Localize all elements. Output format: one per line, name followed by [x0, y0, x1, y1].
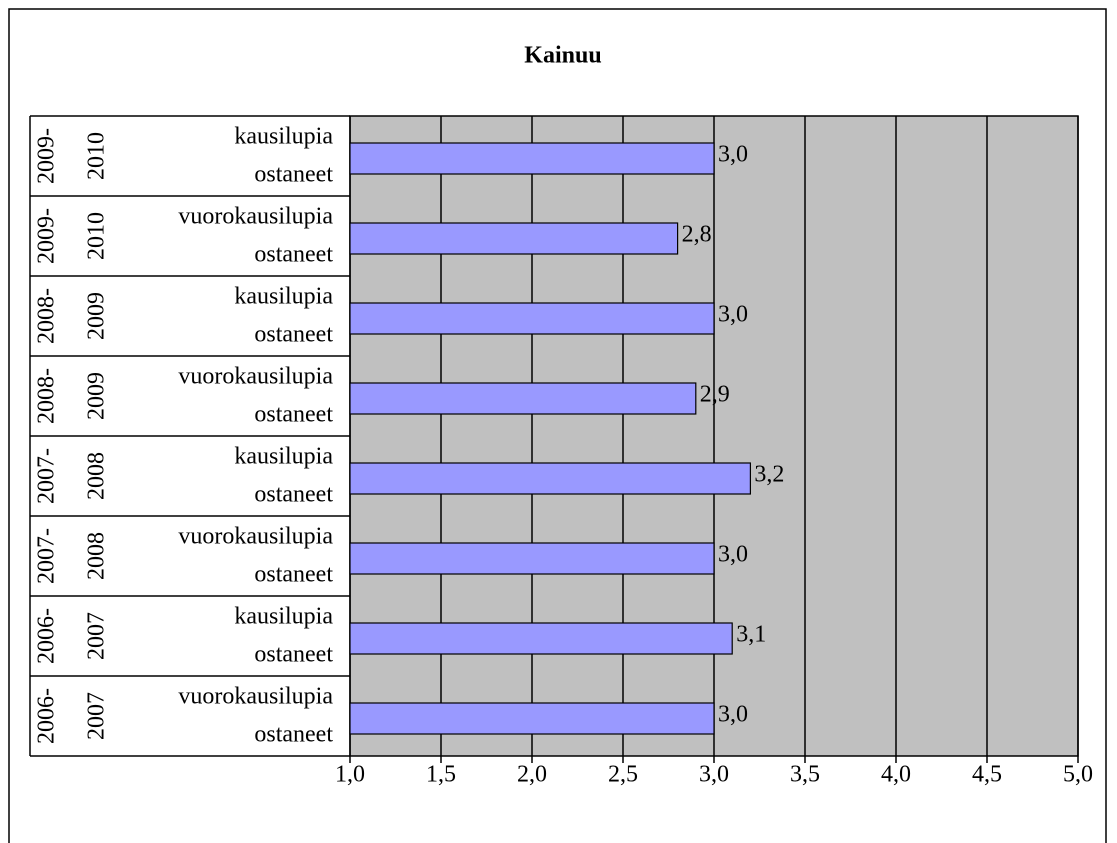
y-tick-label: vuorokausilupia — [178, 364, 333, 390]
group-label: 2008 — [84, 532, 110, 580]
group-label: 2009- — [34, 208, 60, 264]
data-label: 2,8 — [682, 222, 712, 248]
y-tick-label: ostaneet — [254, 562, 333, 588]
y-tick-label: kausilupia — [234, 284, 333, 310]
x-tick-label: 3,5 — [790, 762, 820, 788]
group-label: 2007- — [34, 448, 60, 504]
x-tick-label: 2,0 — [517, 762, 547, 788]
y-tick-label: ostaneet — [254, 242, 333, 268]
group-label: 2008- — [34, 368, 60, 424]
y-tick-label: kausilupia — [234, 124, 333, 150]
group-label: 2007- — [34, 528, 60, 584]
y-tick-label: vuorokausilupia — [178, 204, 333, 230]
group-label: 2010 — [84, 132, 110, 180]
y-tick-label: vuorokausilupia — [178, 524, 333, 550]
group-label: 2010 — [84, 212, 110, 260]
data-label: 3,0 — [718, 702, 748, 728]
x-tick-label: 4,5 — [972, 762, 1002, 788]
x-tick-label: 5,0 — [1063, 762, 1093, 788]
bar — [349, 142, 715, 175]
bar — [349, 302, 715, 335]
x-tick-label: 3,0 — [699, 762, 729, 788]
data-label: 3,2 — [754, 462, 784, 488]
y-tick-label: ostaneet — [254, 722, 333, 748]
group-label: 2009 — [84, 292, 110, 340]
y-tick-label: ostaneet — [254, 642, 333, 668]
bar — [349, 622, 733, 655]
data-label: 2,9 — [700, 382, 730, 408]
group-label: 2008- — [34, 288, 60, 344]
y-tick-label: kausilupia — [234, 444, 333, 470]
x-tick-label: 2,5 — [608, 762, 638, 788]
group-label: 2007 — [84, 612, 110, 660]
data-label: 3,0 — [718, 542, 748, 568]
group-label: 2009- — [34, 128, 60, 184]
data-label: 3,0 — [718, 302, 748, 328]
x-tick-label: 1,0 — [335, 762, 365, 788]
y-tick-label: vuorokausilupia — [178, 684, 333, 710]
data-label: 3,1 — [736, 622, 766, 648]
y-tick-label: ostaneet — [254, 322, 333, 348]
group-label: 2006- — [34, 688, 60, 744]
bar — [349, 462, 751, 495]
chart-title: Kainuu — [524, 43, 601, 69]
group-label: 2007 — [84, 692, 110, 740]
y-tick-label: ostaneet — [254, 162, 333, 188]
y-tick-label: ostaneet — [254, 402, 333, 428]
x-tick-label: 1,5 — [426, 762, 456, 788]
x-tick-label: 4,0 — [881, 762, 911, 788]
group-label: 2009 — [84, 372, 110, 420]
group-label: 2008 — [84, 452, 110, 500]
y-tick-label: kausilupia — [234, 604, 333, 630]
group-label: 2006- — [34, 608, 60, 664]
bar — [349, 382, 697, 415]
data-label: 3,0 — [718, 142, 748, 168]
bar — [349, 222, 679, 255]
bar — [349, 542, 715, 575]
bar — [349, 702, 715, 735]
y-tick-label: ostaneet — [254, 482, 333, 508]
chart-frame — [8, 8, 1107, 843]
